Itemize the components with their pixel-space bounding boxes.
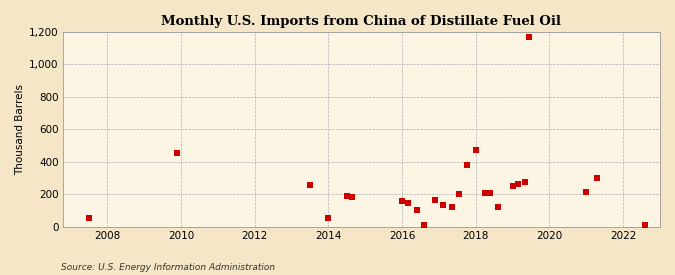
- Point: [640, 223, 651, 227]
- Y-axis label: Thousand Barrels: Thousand Barrels: [15, 84, 25, 175]
- Point: [418, 223, 429, 227]
- Point: [520, 180, 531, 185]
- Point: [470, 148, 481, 153]
- Point: [347, 195, 358, 199]
- Point: [524, 35, 535, 39]
- Point: [513, 182, 524, 186]
- Point: [411, 208, 422, 213]
- Point: [430, 198, 441, 202]
- Point: [507, 184, 518, 188]
- Point: [461, 163, 472, 167]
- Point: [83, 215, 94, 220]
- Text: Source: U.S. Energy Information Administration: Source: U.S. Energy Information Administ…: [61, 263, 275, 272]
- Title: Monthly U.S. Imports from China of Distillate Fuel Oil: Monthly U.S. Imports from China of Disti…: [161, 15, 562, 28]
- Point: [592, 175, 603, 180]
- Point: [397, 199, 408, 203]
- Point: [342, 194, 352, 198]
- Point: [402, 200, 413, 205]
- Point: [172, 151, 183, 155]
- Point: [581, 189, 592, 194]
- Point: [304, 183, 315, 188]
- Point: [454, 192, 464, 196]
- Point: [479, 191, 490, 196]
- Point: [493, 205, 504, 210]
- Point: [446, 205, 457, 210]
- Point: [323, 216, 333, 221]
- Point: [485, 190, 496, 195]
- Point: [437, 203, 448, 208]
